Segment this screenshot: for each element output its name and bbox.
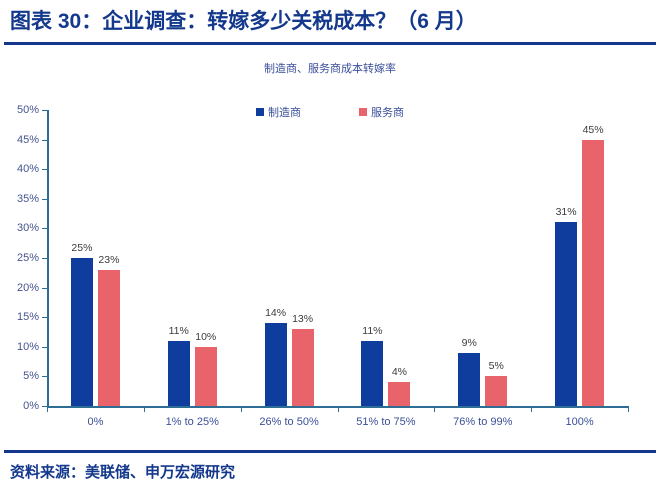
bar-value-label: 14% — [265, 307, 287, 320]
bar-value-label: 9% — [461, 336, 477, 349]
x-axis-category-label: 26% to 50% — [259, 416, 319, 428]
y-axis-tick — [42, 376, 47, 378]
bar-value-label: 10% — [195, 330, 217, 343]
page-title: 图表 30：企业调查：转嫁多少关税成本？（6 月） — [10, 10, 477, 33]
bar-value-label: 11% — [362, 324, 383, 337]
y-axis-tick-label: 25% — [16, 252, 39, 264]
bar-value-label: 4% — [391, 366, 407, 379]
x-axis-category-label: 0% — [87, 416, 104, 428]
bar-value-label: 11% — [168, 324, 189, 337]
bar-manufacturer[interactable] — [555, 222, 578, 406]
y-axis-tick — [42, 228, 47, 230]
y-axis-tick-label: 35% — [16, 192, 39, 205]
bar-manufacturer[interactable] — [361, 340, 384, 406]
y-axis-tick-label: 15% — [16, 311, 39, 324]
bar-service[interactable] — [291, 329, 314, 406]
bar-manufacturer[interactable] — [458, 352, 481, 406]
legend-swatch-icon — [359, 108, 367, 116]
chart-legend: 制造商 服务商 — [0, 104, 660, 120]
bar-value-label: 23% — [98, 253, 120, 266]
y-axis-tick — [42, 258, 47, 259]
chart-header: 图表 30：企业调查：转嫁多少关税成本？（6 月） — [0, 0, 660, 44]
x-axis-tick — [143, 406, 145, 412]
y-axis-tick-label: 40% — [16, 163, 39, 176]
y-axis-tick-label: 20% — [16, 281, 39, 294]
y-axis-tick-label: 45% — [16, 133, 39, 146]
y-axis-tick — [42, 139, 47, 141]
bar-value-label: 31% — [555, 206, 577, 219]
x-axis-tick — [337, 406, 339, 412]
plot-area: 0% 5% 10% 15% 20% 25% 30% 35% 40% 45% 50% 0% 25% 23% 1… — [17, 104, 629, 428]
bar-service[interactable] — [388, 382, 411, 406]
y-axis-tick — [42, 287, 47, 289]
bar-manufacturer[interactable] — [70, 258, 93, 406]
bar-service[interactable] — [485, 376, 508, 406]
y-axis-tick-label: 0% — [23, 400, 39, 412]
y-axis-tick — [42, 198, 47, 200]
x-axis-category-label: 100% — [565, 416, 594, 428]
y-axis-line — [47, 110, 49, 406]
bar-value-label: 25% — [71, 242, 93, 254]
bar-manufacturer[interactable] — [264, 323, 287, 406]
bar-service[interactable] — [582, 139, 605, 406]
x-axis-tick — [240, 406, 242, 412]
bar-value-label: 45% — [582, 123, 604, 136]
chart-subtitle: 制造商、服务商成本转嫁率 — [264, 63, 396, 75]
y-axis-tick-label: 10% — [16, 340, 39, 353]
bar-service[interactable] — [97, 269, 120, 406]
x-axis-tick — [434, 406, 436, 412]
x-axis-tick — [531, 406, 533, 412]
bar-service[interactable] — [194, 346, 217, 406]
x-axis-tick — [47, 406, 48, 412]
header-divider — [4, 42, 656, 45]
y-axis-tick — [42, 346, 47, 348]
legend-item-label: 制造商 — [268, 107, 301, 119]
y-axis-tick — [42, 169, 47, 171]
x-axis-category-label: 1% to 25% — [165, 416, 219, 428]
y-axis-tick-label: 5% — [23, 370, 39, 383]
source-note: 资料来源：美联储、申万宏源研究 — [10, 464, 236, 481]
x-axis-tick — [628, 406, 629, 412]
chart-figure: 制造商、服务商成本转嫁率 制造商 服务商 0% 5% 10% 15% 20% 25% 30% 3… — [0, 48, 660, 443]
legend-swatch-icon — [256, 108, 264, 116]
y-axis-tick — [42, 317, 47, 319]
y-axis-tick-label: 50% — [16, 104, 39, 116]
x-axis-category-label: 51% to 75% — [356, 416, 416, 428]
legend-item-1[interactable]: 制造商 — [256, 104, 301, 120]
footer-divider — [4, 450, 656, 453]
bar-value-label: 13% — [292, 313, 314, 326]
legend-item-2[interactable]: 服务商 — [359, 104, 404, 120]
legend-item-label: 服务商 — [371, 107, 404, 119]
bar-value-label: 5% — [488, 360, 504, 373]
y-axis-tick — [42, 406, 47, 407]
x-axis-category-label: 76% to 99% — [453, 416, 513, 428]
y-axis-tick-label: 30% — [16, 222, 39, 235]
bar-manufacturer[interactable] — [167, 340, 190, 406]
y-axis-tick — [42, 110, 47, 111]
